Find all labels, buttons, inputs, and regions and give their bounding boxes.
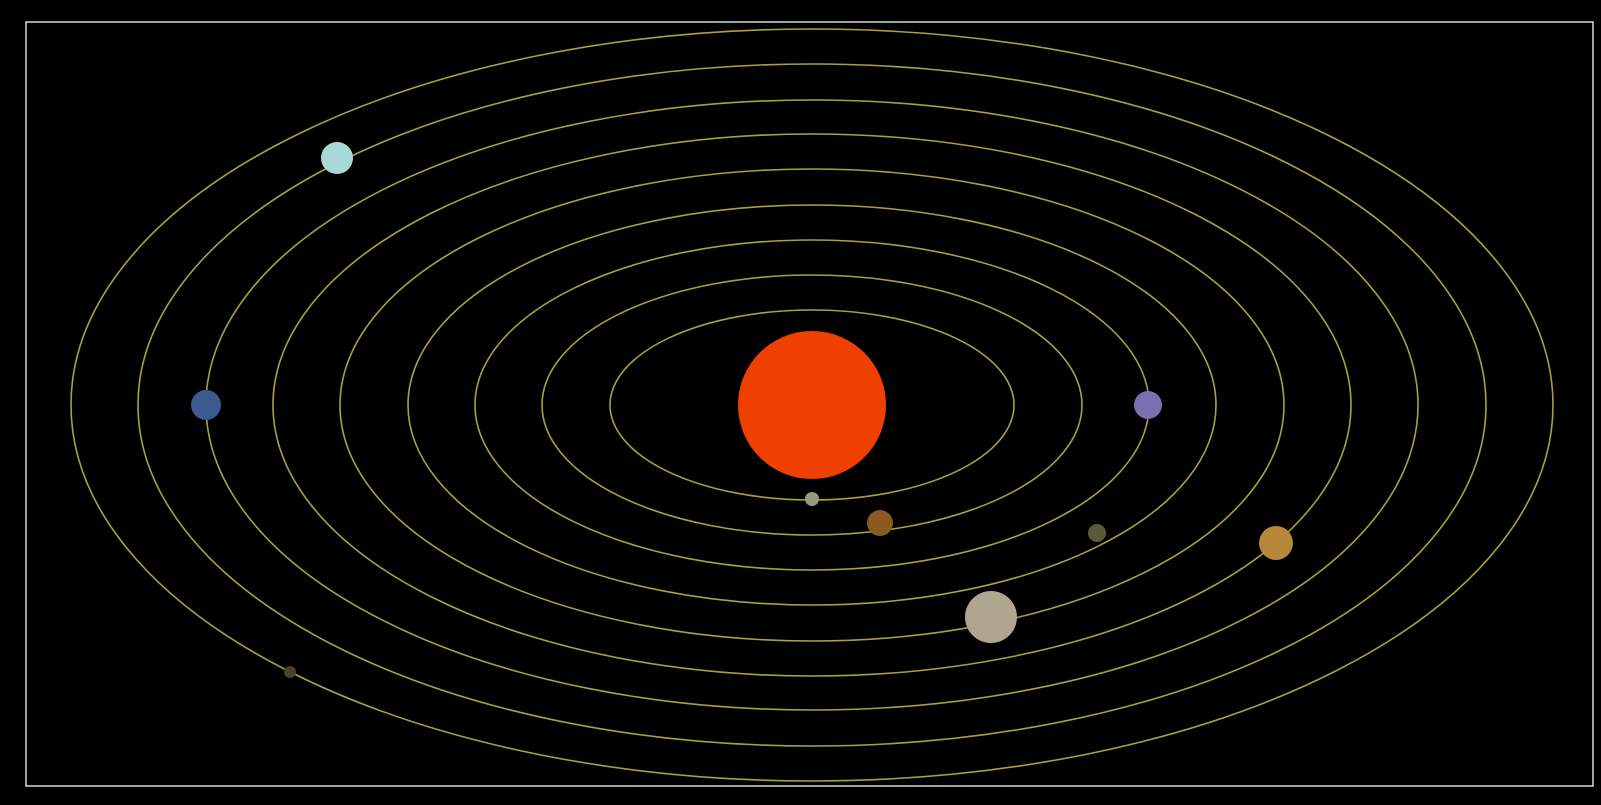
planet xyxy=(867,510,893,536)
planet xyxy=(191,390,221,420)
planet xyxy=(284,666,296,678)
planet xyxy=(965,591,1017,643)
page xyxy=(0,0,1601,805)
planet xyxy=(805,492,819,506)
planet xyxy=(1088,524,1106,542)
planet xyxy=(1134,391,1162,419)
planet xyxy=(1259,526,1293,560)
solar-system-view xyxy=(0,0,1601,805)
planet xyxy=(321,142,353,174)
sun xyxy=(738,331,886,479)
